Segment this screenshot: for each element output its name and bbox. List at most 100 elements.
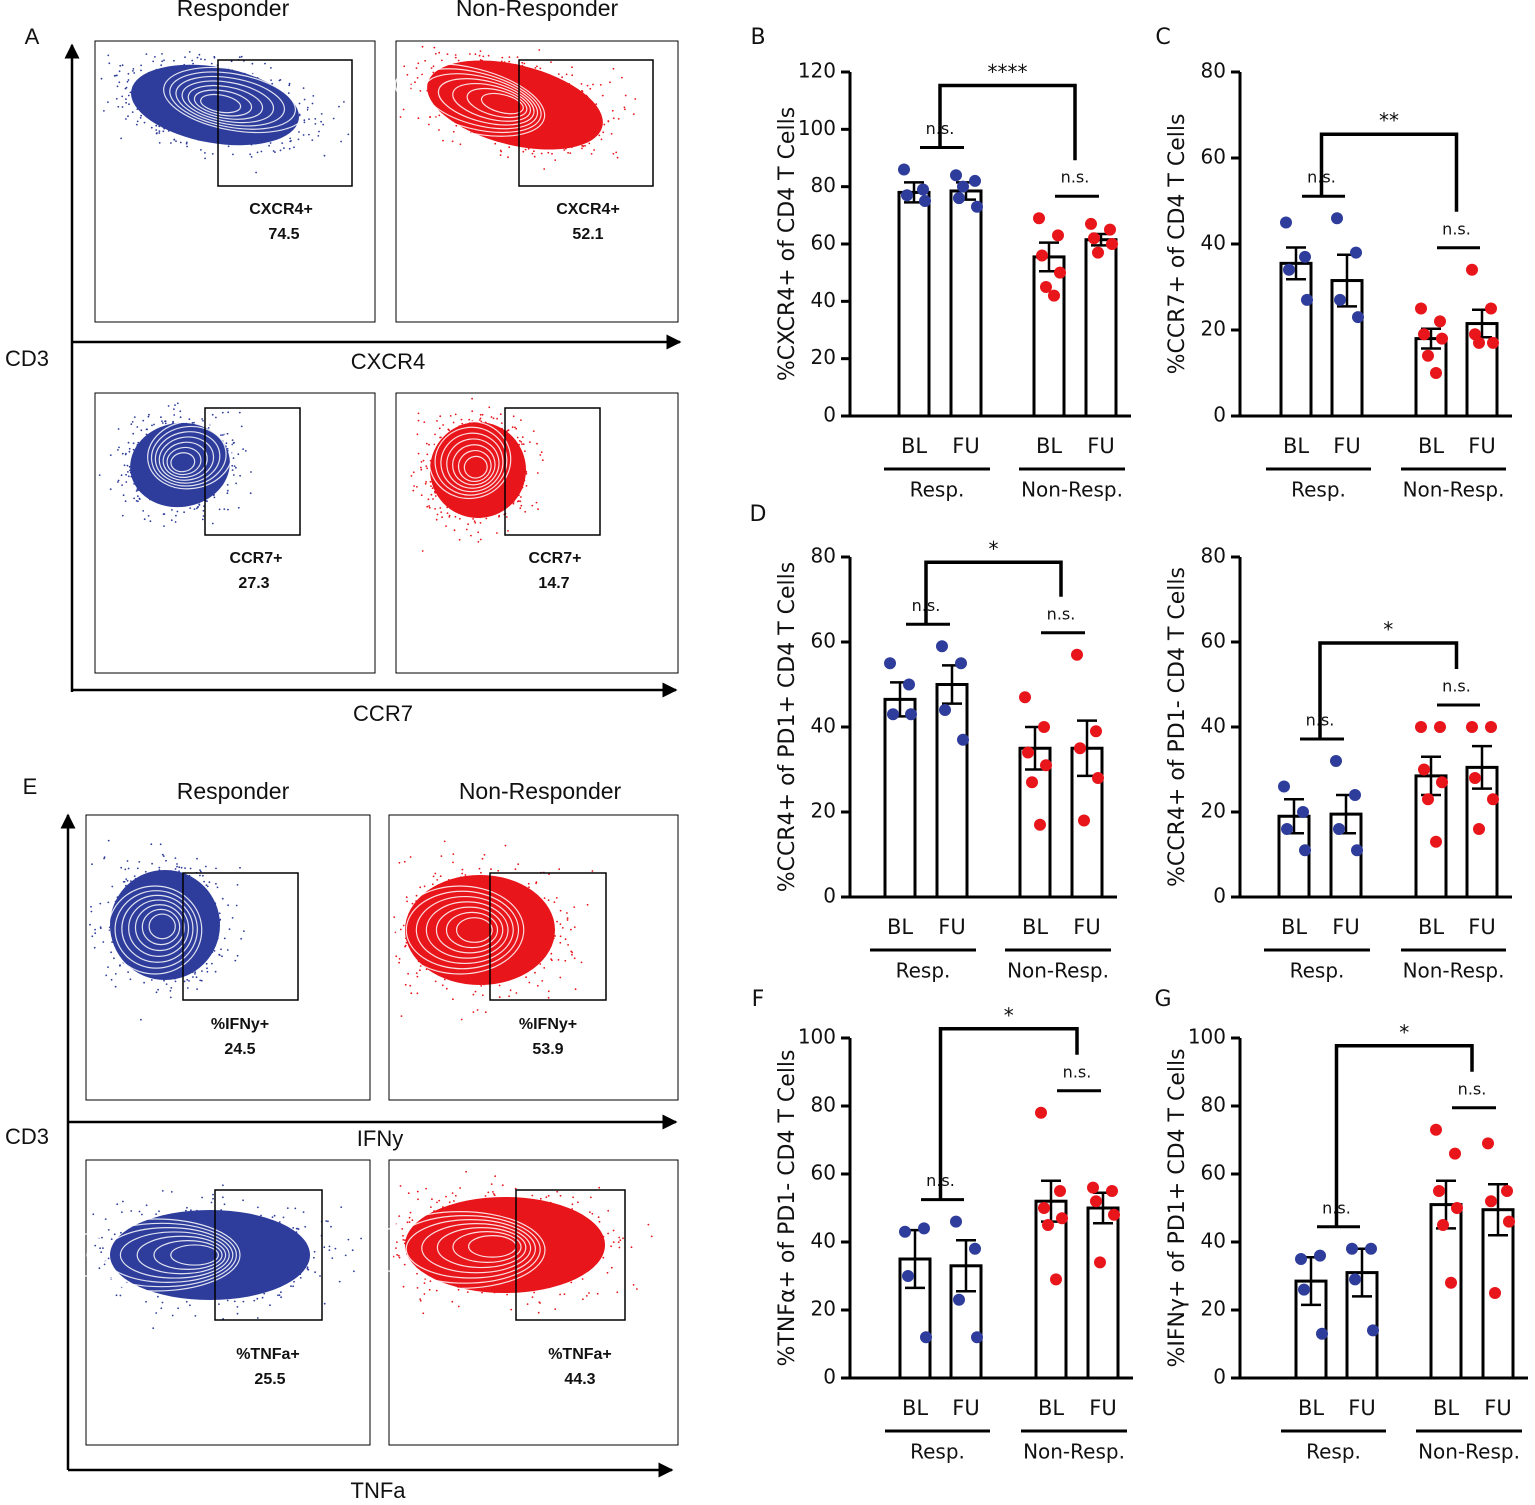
event-dot <box>250 156 253 158</box>
event-dot <box>299 1277 302 1279</box>
event-dot <box>415 67 418 69</box>
event-dot <box>216 886 219 889</box>
event-dot <box>226 1299 229 1302</box>
event-dot <box>519 507 522 510</box>
event-dot <box>140 114 143 117</box>
event-dot <box>173 138 176 141</box>
event-dot <box>222 1184 224 1187</box>
event-dot <box>516 436 519 439</box>
event-dot <box>107 901 110 904</box>
event-dot <box>287 92 290 94</box>
event-dot <box>215 867 217 870</box>
event-dot <box>201 1196 204 1199</box>
event-dot <box>425 442 428 445</box>
event-dot <box>244 450 247 452</box>
event-dot <box>505 516 508 518</box>
event-dot <box>438 114 441 117</box>
event-dot <box>215 882 217 885</box>
event-dot <box>547 151 550 154</box>
event-dot <box>534 67 537 69</box>
event-dot <box>448 514 451 517</box>
event-dot <box>136 120 139 123</box>
event-dot <box>98 1267 101 1270</box>
event-dot <box>117 105 120 108</box>
event-dot <box>508 56 511 58</box>
event-dot <box>512 415 515 418</box>
event-dot <box>133 497 136 500</box>
event-dot <box>227 904 230 907</box>
event-dot <box>515 427 518 430</box>
event-dot <box>303 121 306 124</box>
event-dot <box>431 487 434 490</box>
event-dot <box>189 507 192 509</box>
gate-value: 14.7 <box>538 575 569 592</box>
event-dot <box>122 494 125 497</box>
event-dot <box>623 106 626 109</box>
event-dot <box>600 138 603 141</box>
event-dot <box>158 132 161 134</box>
event-dot <box>145 53 148 55</box>
event-dot <box>110 1238 113 1240</box>
event-dot <box>155 1213 158 1215</box>
event-dot <box>403 860 406 863</box>
event-dot <box>320 120 322 123</box>
event-dot <box>469 53 471 55</box>
event-dot <box>302 134 305 136</box>
event-dot <box>446 53 449 55</box>
event-dot <box>402 108 405 111</box>
gate-value: 74.5 <box>268 226 299 243</box>
event-dot <box>573 926 576 928</box>
event-dot <box>432 71 435 74</box>
event-dot <box>539 454 542 456</box>
event-dot <box>186 1206 188 1209</box>
event-dot <box>183 980 186 983</box>
event-dot <box>226 489 229 492</box>
event-dot <box>163 59 165 62</box>
event-dot <box>153 423 155 426</box>
event-dot <box>133 875 136 877</box>
event-dot <box>478 867 481 870</box>
event-dot <box>231 917 234 919</box>
event-dot <box>490 868 492 871</box>
event-dot <box>213 55 216 58</box>
event-dot <box>256 151 259 154</box>
event-dot <box>570 950 573 953</box>
event-dot <box>218 912 221 915</box>
event-dot <box>404 944 407 947</box>
event-dot <box>236 1306 239 1308</box>
event-dot <box>598 134 601 137</box>
event-dot <box>152 60 155 63</box>
event-dot <box>323 1302 326 1305</box>
event-dot <box>541 459 544 462</box>
event-dot <box>264 62 266 65</box>
event-dot <box>441 59 443 62</box>
event-dot <box>208 881 211 884</box>
event-dot <box>564 938 567 941</box>
event-dot <box>226 949 229 951</box>
event-dot <box>414 81 416 84</box>
event-dot <box>147 515 150 517</box>
event-dot <box>210 1201 213 1204</box>
event-dot <box>221 897 224 900</box>
event-dot <box>132 68 135 70</box>
event-dot <box>167 405 170 407</box>
event-dot <box>210 62 213 65</box>
event-dot <box>206 967 208 970</box>
event-dot <box>243 930 245 932</box>
event-dot <box>559 909 562 912</box>
event-dot <box>220 948 222 951</box>
event-dot <box>566 912 568 914</box>
event-dot <box>565 73 568 76</box>
event-dot <box>550 61 552 63</box>
event-dot <box>529 441 531 443</box>
event-dot <box>294 1207 297 1210</box>
event-dot <box>282 1216 285 1219</box>
event-dot <box>417 419 420 422</box>
event-dot <box>423 885 426 888</box>
event-dot <box>110 978 113 981</box>
event-dot <box>460 418 463 421</box>
event-dot <box>107 54 110 57</box>
event-dot <box>157 988 160 991</box>
event-dot <box>571 66 573 69</box>
panel-label: E <box>23 774 38 799</box>
